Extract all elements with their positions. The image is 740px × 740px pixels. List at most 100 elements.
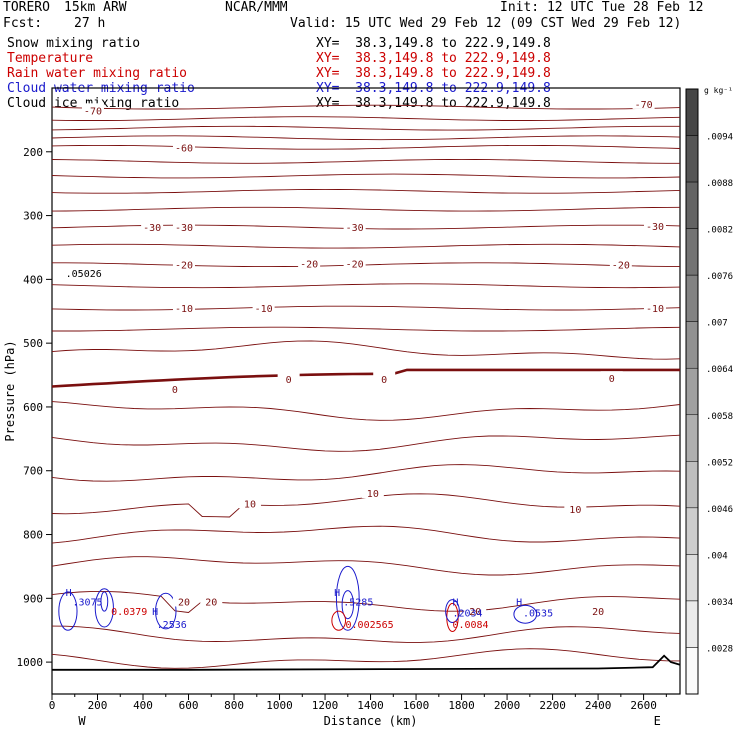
contour-label-bg [600, 371, 623, 384]
colorbar-segment [685, 228, 699, 276]
x-tick-label: 1400 [357, 699, 384, 712]
temperature-contour-label: -30 [175, 223, 193, 234]
temperature-contour-label: 0 [286, 375, 292, 386]
colorbar-segment [685, 321, 699, 369]
y-tick-label: 1000 [17, 656, 44, 669]
terrain-line [52, 654, 681, 671]
colorbar-tick-label: .0028 [706, 644, 733, 654]
contour-label-bg [587, 604, 610, 617]
temperature-contour-label: 10 [367, 489, 379, 500]
extremum-label: .5285 [343, 598, 373, 609]
temperature-contour [51, 401, 681, 421]
organization-label: NCAR/MMM [225, 0, 288, 15]
mixing-ratio-contour [94, 588, 114, 628]
temperature-contour-label: 0 [172, 385, 178, 396]
temperature-contour [51, 368, 680, 388]
extremum-label: .0535 [523, 608, 553, 619]
y-tick-label: 600 [23, 401, 43, 414]
temperature-contour-label: -10 [175, 304, 193, 315]
temperature-contour [52, 326, 681, 332]
temperature-contour [51, 135, 681, 141]
temperature-contour-label: 0 [381, 375, 387, 386]
extremum-label: 0.0379 [111, 607, 147, 618]
contour-label-bg [298, 256, 321, 269]
contour-label-bg [172, 301, 195, 314]
contour-label-bg [172, 220, 195, 233]
x-tick-label: 1600 [403, 699, 430, 712]
field-cross-section-coords: XY= 38.3,149.8 to 222.9,149.8 [316, 36, 551, 51]
temperature-contour-label: -30 [646, 222, 664, 233]
temperature-contour-label: -60 [175, 143, 193, 154]
extremum-label: .05026 [66, 269, 102, 280]
contour-label-bg [172, 257, 195, 270]
colorbar-unit: g kg⁻¹ [704, 86, 733, 95]
mixing-ratio-contour [335, 565, 360, 631]
colorbar-tick-label: .0034 [706, 598, 733, 608]
contour-label-bg [343, 220, 366, 233]
temperature-contour-label: 10 [569, 505, 581, 516]
colorbar-tick-label: .0094 [706, 133, 733, 143]
temperature-contour [51, 104, 681, 110]
mixing-ratio-contour [331, 610, 347, 631]
init-time: Init: 12 UTC Tue 28 Feb 12 [500, 0, 704, 15]
colorbar-segment [685, 181, 699, 229]
temperature-contour-label: -70 [84, 106, 102, 117]
forecast-label: Fcst: [3, 16, 43, 31]
x-tick-label: 400 [133, 699, 153, 712]
temperature-contour [52, 262, 681, 268]
contour-label-bg [172, 594, 195, 607]
field-name: Temperature [7, 51, 94, 66]
temperature-contour [51, 648, 681, 669]
temperature-contour-label: 20 [592, 607, 604, 618]
colorbar-segment [685, 461, 699, 509]
field-name: Cloud water mixing ratio [7, 81, 195, 96]
temperature-contour-label: 20 [205, 598, 217, 609]
contour-label-bg [81, 103, 104, 116]
y-axis-label: Pressure (hPa) [3, 340, 17, 441]
valid-time: Valid: 15 UTC Wed 29 Feb 12 (09 CST Wed … [290, 16, 682, 31]
colorbar-tick-label: .0058 [706, 412, 733, 422]
x-tick-label: 1800 [448, 699, 475, 712]
field-name: Rain water mixing ratio [7, 66, 188, 81]
extremum-label: 0.0084 [452, 620, 488, 631]
y-tick-label: 200 [23, 146, 43, 159]
temperature-contour [51, 434, 681, 452]
y-tick-label: 900 [23, 592, 43, 605]
colorbar-tick-label: .0046 [706, 505, 733, 515]
temperature-contour-label: 10 [244, 499, 256, 510]
contour-label-bg [564, 502, 587, 515]
colorbar-segment [685, 88, 699, 136]
temperature-contour [51, 590, 681, 613]
contour-label-bg [163, 382, 186, 395]
extremum-label: .2034 [452, 608, 482, 619]
extremum-label: H [334, 588, 340, 599]
endpoint-east: E [654, 714, 661, 728]
temperature-contour [51, 525, 681, 544]
extremum-label: .3075 [72, 598, 102, 609]
colorbar-tick-label: .007 [706, 319, 728, 329]
extremum-label: .2536 [157, 620, 187, 631]
temperature-contour-label: -70 [635, 100, 653, 111]
contour-label-bg [632, 96, 655, 109]
x-tick-label: 0 [49, 699, 56, 712]
colorbar-segment [685, 554, 699, 602]
y-tick-label: 800 [23, 529, 43, 542]
colorbar-segment [685, 414, 699, 462]
colorbar-segment [685, 367, 699, 416]
x-tick-label: 2000 [494, 699, 521, 712]
contour-label-bg [643, 301, 666, 314]
colorbar-tick-label: .0064 [706, 365, 733, 375]
contour-label-bg [172, 140, 195, 153]
temperature-contour-label: -20 [612, 261, 630, 272]
forecast-hour: 27 h [74, 16, 106, 31]
colorbar-tick-label: .0076 [706, 272, 733, 282]
colorbar-segment [685, 274, 699, 322]
colorbar-frame [685, 88, 699, 695]
field-cross-section-coords: XY= 38.3,149.8 to 222.9,149.8 [316, 66, 551, 81]
x-tick-label: 2200 [539, 699, 566, 712]
mixing-ratio-contour [513, 604, 538, 624]
y-tick-label: 500 [23, 337, 43, 350]
temperature-contour [51, 305, 681, 311]
contour-label-bg [373, 371, 396, 384]
